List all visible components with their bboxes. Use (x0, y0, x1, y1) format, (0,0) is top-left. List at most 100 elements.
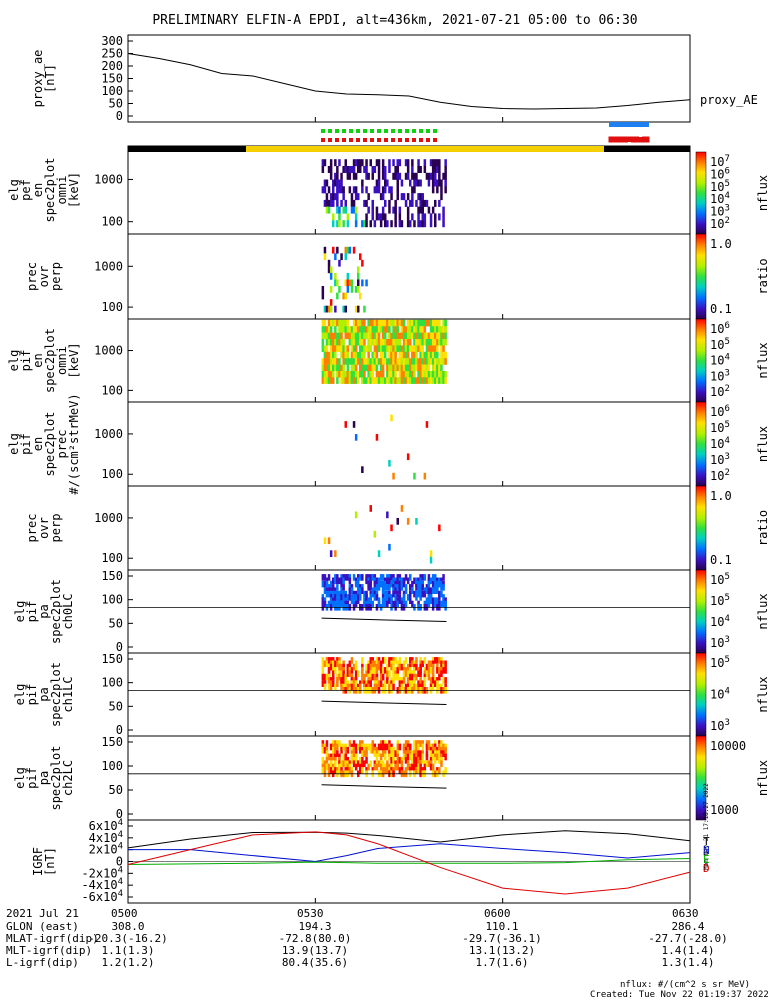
spectrogram-cell (346, 683, 350, 691)
spectrogram-cell (431, 657, 435, 664)
spectrogram-cell (361, 746, 364, 754)
spectrogram-cell (392, 587, 395, 594)
spectrogram-cell (398, 364, 402, 372)
y-tick-label: 50 (109, 783, 123, 797)
spectrogram-cell (434, 657, 437, 664)
spectrogram-cell (444, 159, 447, 167)
spectrogram-cell (415, 339, 418, 346)
spectrogram-cell (379, 345, 383, 352)
spectrogram-cell (415, 377, 418, 384)
spectrogram-cell (384, 590, 387, 598)
spectrogram-cell (386, 358, 389, 365)
spectrogram-cell (338, 186, 341, 194)
spectrogram-cell (344, 746, 347, 754)
spectrogram-cell (354, 339, 358, 346)
spectrogram-cell (390, 753, 393, 761)
spectrogram-cell (398, 206, 402, 214)
spectrogram-cell (344, 763, 347, 771)
spectrogram-cell (442, 584, 445, 591)
spectrogram-cell (413, 472, 416, 480)
spectrogram-cell (423, 472, 427, 480)
spectrogram-cell (371, 351, 374, 359)
spectrogram-cell (357, 377, 360, 384)
spectrogram-cell (427, 660, 431, 668)
spectrogram-cell (390, 193, 393, 201)
spectrogram-cell (417, 319, 420, 327)
colorbar-tick-label: 102 (710, 468, 730, 483)
spectrogram-cell (342, 670, 345, 677)
spectrogram-cell (342, 326, 345, 333)
spectrogram-cell (336, 246, 339, 254)
spectrogram-cell (431, 186, 435, 194)
spectrogram-cell (423, 159, 427, 167)
spectrogram-cell (329, 305, 333, 313)
spectrogram-cell (327, 587, 331, 594)
time-tick: 0630 (672, 907, 699, 920)
spectrogram-cell (434, 326, 437, 333)
spectrogram-cell (375, 179, 379, 187)
spectrogram-cell (415, 179, 418, 187)
chart-title: PRELIMINARY ELFIN-A EPDI, alt=436km, 202… (152, 13, 637, 28)
spectrogram-cell (344, 673, 347, 681)
spectrogram-cell (354, 358, 358, 365)
spectrogram-cell (336, 677, 339, 684)
spectrogram-cell (413, 577, 416, 585)
colorbar-tick-label: 10000 (710, 739, 746, 753)
spectrogram-cell (440, 326, 443, 333)
spectrogram-cell (429, 587, 433, 594)
spectrogram-cell (334, 577, 337, 585)
spectrogram-cell (440, 193, 443, 201)
spectrogram-cell (406, 763, 410, 771)
spectrogram-cell (350, 351, 354, 359)
spectrogram-cell (440, 670, 443, 677)
spectrogram-cell (409, 319, 412, 327)
spectrogram-cell (411, 364, 414, 372)
spectrogram-cell (411, 750, 414, 757)
spectrogram-cell (327, 266, 331, 274)
spectrogram-cell (415, 767, 418, 774)
spectrogram-cell (365, 166, 368, 173)
spectrogram-cell (421, 206, 424, 214)
spectrogram-cell (421, 590, 424, 598)
spectrogram-cell (377, 750, 381, 757)
spectrogram-cell (346, 272, 350, 280)
colorbar-strip (695, 652, 707, 737)
spectrogram-cell (438, 364, 441, 372)
spectrogram-cell (388, 377, 391, 384)
spectrogram-cell (434, 746, 437, 754)
spectrogram-cell (321, 186, 325, 194)
spectrogram-cell (334, 319, 337, 327)
spectrogram-cell (323, 253, 327, 261)
spectrogram-cell (415, 760, 418, 768)
spectrogram-cell (321, 594, 325, 601)
spectrogram-cell (336, 657, 339, 664)
footer-row-label: GLON (east) (6, 920, 79, 933)
spectrogram-cell (332, 673, 335, 681)
spectrogram-cell (386, 371, 389, 378)
spectrogram-cell (381, 213, 385, 221)
spectrogram-cell (334, 332, 337, 340)
spectrogram-cell (332, 670, 335, 677)
spectrogram-cell (442, 220, 445, 228)
spectrogram-cell (361, 750, 364, 757)
spectrogram-cell (392, 753, 395, 761)
spectrogram-cell (388, 364, 391, 372)
spectrogram-cell (406, 166, 410, 173)
spectrogram-cell (388, 763, 391, 771)
spectrogram-cell (404, 584, 408, 591)
spectrogram-cell (346, 377, 350, 384)
spectrogram-cell (357, 584, 360, 591)
spectrogram-cell (329, 345, 333, 352)
spectrogram-cell (344, 371, 347, 378)
spectrogram-cell (338, 767, 341, 774)
spectrogram-cell (332, 358, 335, 365)
spectrogram-cell (390, 220, 393, 228)
spectrogram-cell (425, 740, 429, 747)
spectrogram-cell (427, 371, 431, 378)
spectrogram-cell (354, 580, 358, 588)
spectrogram-cell (390, 351, 393, 359)
spectrogram-cell (423, 667, 427, 674)
spectrogram-cell (352, 246, 356, 254)
spectrogram-cell (348, 740, 352, 747)
spectrogram-cell (332, 377, 335, 384)
